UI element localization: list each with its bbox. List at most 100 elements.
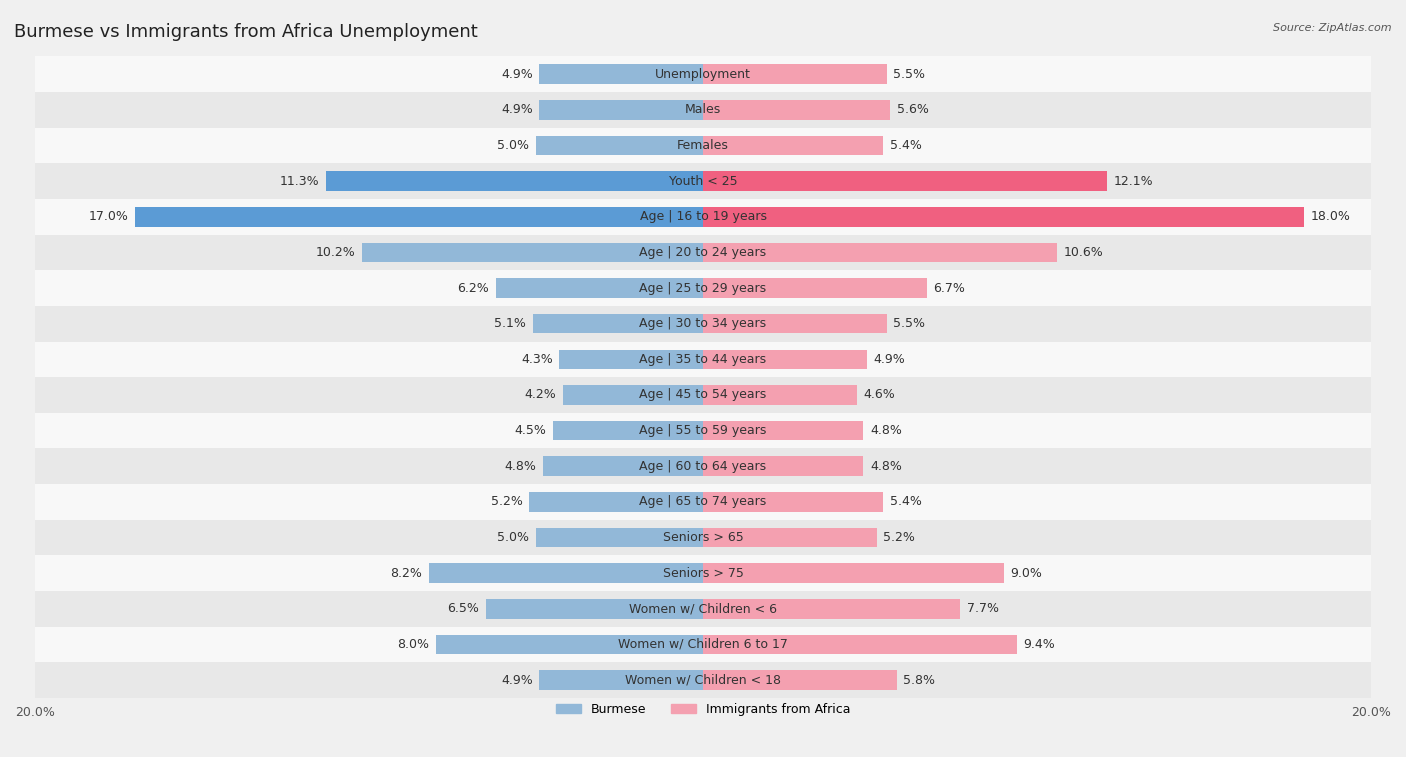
- Bar: [703, 171, 1107, 191]
- Bar: [326, 171, 703, 191]
- Bar: [135, 207, 703, 226]
- Text: 18.0%: 18.0%: [1310, 210, 1351, 223]
- Text: 17.0%: 17.0%: [89, 210, 128, 223]
- Bar: [703, 279, 927, 298]
- Text: 4.8%: 4.8%: [505, 459, 536, 472]
- Text: Age | 16 to 19 years: Age | 16 to 19 years: [640, 210, 766, 223]
- Text: 4.2%: 4.2%: [524, 388, 555, 401]
- Bar: [429, 563, 703, 583]
- Bar: [35, 520, 1371, 556]
- Text: Women w/ Children < 18: Women w/ Children < 18: [626, 674, 780, 687]
- Bar: [703, 599, 960, 618]
- Text: 10.2%: 10.2%: [316, 246, 356, 259]
- Text: 4.5%: 4.5%: [515, 424, 546, 437]
- Bar: [703, 528, 877, 547]
- Text: 9.0%: 9.0%: [1011, 567, 1042, 580]
- Bar: [703, 563, 1004, 583]
- Bar: [540, 100, 703, 120]
- Bar: [35, 235, 1371, 270]
- Bar: [703, 385, 856, 405]
- Text: Males: Males: [685, 104, 721, 117]
- Bar: [35, 484, 1371, 520]
- Bar: [35, 591, 1371, 627]
- Text: Seniors > 65: Seniors > 65: [662, 531, 744, 544]
- Text: Age | 35 to 44 years: Age | 35 to 44 years: [640, 353, 766, 366]
- Bar: [536, 136, 703, 155]
- Bar: [703, 64, 887, 84]
- Text: 4.8%: 4.8%: [870, 459, 901, 472]
- Bar: [562, 385, 703, 405]
- Text: 5.2%: 5.2%: [491, 495, 523, 509]
- Text: 4.8%: 4.8%: [870, 424, 901, 437]
- Text: 5.5%: 5.5%: [893, 67, 925, 81]
- Bar: [35, 164, 1371, 199]
- Bar: [533, 314, 703, 334]
- Text: 5.8%: 5.8%: [904, 674, 935, 687]
- Bar: [486, 599, 703, 618]
- Text: 5.0%: 5.0%: [498, 531, 529, 544]
- Bar: [540, 670, 703, 690]
- Text: 9.4%: 9.4%: [1024, 638, 1056, 651]
- Text: Age | 25 to 29 years: Age | 25 to 29 years: [640, 282, 766, 294]
- Bar: [703, 350, 866, 369]
- Bar: [35, 57, 1371, 92]
- Legend: Burmese, Immigrants from Africa: Burmese, Immigrants from Africa: [551, 698, 855, 721]
- Bar: [540, 64, 703, 84]
- Text: Youth < 25: Youth < 25: [669, 175, 737, 188]
- Bar: [35, 377, 1371, 413]
- Text: 5.4%: 5.4%: [890, 139, 922, 152]
- Bar: [35, 270, 1371, 306]
- Text: Age | 30 to 34 years: Age | 30 to 34 years: [640, 317, 766, 330]
- Bar: [553, 421, 703, 441]
- Text: 5.2%: 5.2%: [883, 531, 915, 544]
- Bar: [703, 670, 897, 690]
- Text: Seniors > 75: Seniors > 75: [662, 567, 744, 580]
- Text: Age | 45 to 54 years: Age | 45 to 54 years: [640, 388, 766, 401]
- Bar: [560, 350, 703, 369]
- Text: 4.9%: 4.9%: [873, 353, 905, 366]
- Bar: [35, 662, 1371, 698]
- Text: 10.6%: 10.6%: [1064, 246, 1104, 259]
- Text: Source: ZipAtlas.com: Source: ZipAtlas.com: [1274, 23, 1392, 33]
- Text: 11.3%: 11.3%: [280, 175, 319, 188]
- Text: 8.2%: 8.2%: [391, 567, 422, 580]
- Text: Age | 60 to 64 years: Age | 60 to 64 years: [640, 459, 766, 472]
- Text: Women w/ Children 6 to 17: Women w/ Children 6 to 17: [619, 638, 787, 651]
- Bar: [35, 341, 1371, 377]
- Text: 5.6%: 5.6%: [897, 104, 928, 117]
- Bar: [703, 207, 1305, 226]
- Text: 7.7%: 7.7%: [967, 603, 998, 615]
- Bar: [703, 456, 863, 476]
- Bar: [703, 314, 887, 334]
- Bar: [35, 199, 1371, 235]
- Text: Age | 20 to 24 years: Age | 20 to 24 years: [640, 246, 766, 259]
- Text: 4.3%: 4.3%: [522, 353, 553, 366]
- Bar: [35, 92, 1371, 128]
- Text: 8.0%: 8.0%: [396, 638, 429, 651]
- Bar: [436, 634, 703, 654]
- Text: Age | 55 to 59 years: Age | 55 to 59 years: [640, 424, 766, 437]
- Bar: [703, 242, 1057, 262]
- Text: 6.5%: 6.5%: [447, 603, 479, 615]
- Bar: [703, 421, 863, 441]
- Text: 4.6%: 4.6%: [863, 388, 896, 401]
- Bar: [703, 100, 890, 120]
- Bar: [529, 492, 703, 512]
- Text: Age | 65 to 74 years: Age | 65 to 74 years: [640, 495, 766, 509]
- Text: Burmese vs Immigrants from Africa Unemployment: Burmese vs Immigrants from Africa Unempl…: [14, 23, 478, 41]
- Text: 6.7%: 6.7%: [934, 282, 966, 294]
- Bar: [703, 492, 883, 512]
- Text: 5.4%: 5.4%: [890, 495, 922, 509]
- Bar: [536, 528, 703, 547]
- Bar: [35, 556, 1371, 591]
- Text: 4.9%: 4.9%: [501, 67, 533, 81]
- Bar: [703, 136, 883, 155]
- Bar: [35, 627, 1371, 662]
- Bar: [703, 634, 1017, 654]
- Text: 5.1%: 5.1%: [494, 317, 526, 330]
- Text: 5.0%: 5.0%: [498, 139, 529, 152]
- Bar: [35, 413, 1371, 448]
- Bar: [543, 456, 703, 476]
- Text: 6.2%: 6.2%: [457, 282, 489, 294]
- Text: 4.9%: 4.9%: [501, 104, 533, 117]
